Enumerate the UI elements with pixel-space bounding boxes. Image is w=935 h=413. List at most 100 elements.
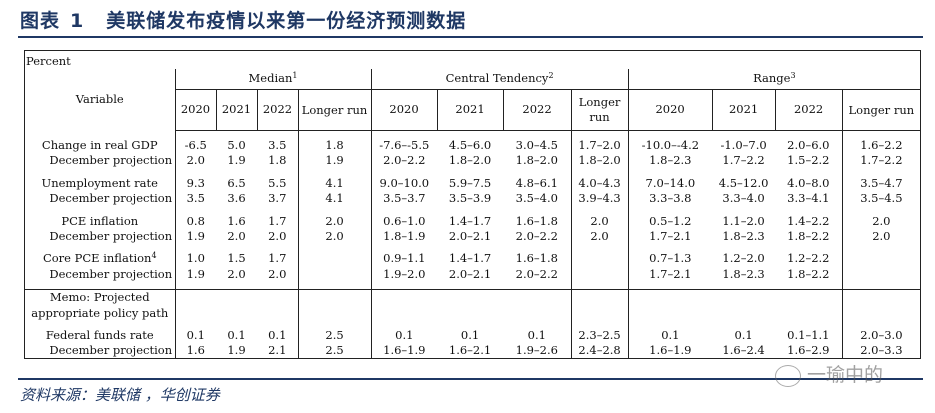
table-cell: 4.5–12.0 3.3–4.0	[718, 175, 769, 206]
year-header: 2021	[437, 89, 504, 131]
table-cell: 5.0 1.9	[227, 138, 246, 168]
year-header: 2020	[371, 89, 438, 131]
table-cell: 0.1–1.1 1.6–2.9	[775, 328, 843, 359]
table-cell: 0.1 2.1	[257, 328, 299, 359]
table-cell: 0.7–1.3 1.7–2.1	[649, 251, 692, 281]
table-cell: 1.4–1.7 2.0–2.1	[448, 213, 492, 244]
range-header: Range3	[628, 69, 921, 90]
source-rule	[18, 378, 923, 380]
table-cell: 5.9–7.5 3.5–3.9	[448, 175, 492, 206]
table-cell: 1.6–1.8 2.0–2.2	[503, 213, 572, 245]
table-cell: 0.1 1.6	[186, 328, 205, 358]
row-label: Change in real GDP December projection	[25, 138, 176, 169]
table-cell: 1.7 2.0	[257, 213, 299, 245]
table-cell: 2.0 2.0	[571, 213, 629, 245]
table-cell: 0.1 1.6–2.1	[448, 328, 492, 358]
year-header: Longer run	[842, 89, 921, 131]
table-cell: 4.1 4.1	[298, 175, 372, 207]
table-cell: 3.0–4.5 1.8–2.0	[503, 138, 572, 169]
table-row: Core PCE inflation4 December projection 1.…	[25, 251, 920, 283]
table-cell: 1.6 2.0	[227, 213, 246, 244]
table-cell: 0.9–1.1 1.9–2.0	[383, 251, 426, 281]
table-cell	[842, 251, 920, 282]
figure-title-text: 美联储发布疫情以来第一份经济预测数据	[106, 10, 467, 32]
table-cell: 1.7 2.0	[257, 251, 299, 283]
table-cell: 4.0–4.3 3.9–4.3	[571, 175, 629, 207]
table-cell: 9.0–10.0 3.5–3.7	[379, 175, 430, 206]
table-cell: 0.8 1.9	[186, 213, 205, 244]
table-cell: 2.3–2.5 2.4–2.8	[571, 328, 629, 359]
projections-table: Variable Median1 Central Tendency2 Range…	[25, 69, 921, 359]
table-row: Federal funds rate December projection 0.1…	[25, 328, 920, 359]
table-cell: 9.3 3.5	[186, 175, 205, 206]
table-cell: 1.8 1.9	[298, 138, 372, 169]
table-cell: 5.5 3.7	[257, 175, 299, 207]
table-cell: 1.4–1.7 2.0–2.1	[448, 251, 492, 281]
variable-header: Variable	[25, 69, 176, 131]
wechat-logo-icon	[775, 364, 801, 387]
year-header: 2020	[628, 89, 713, 131]
figure-title: 图表 1 美联储发布疫情以来第一份经济预测数据	[20, 6, 466, 33]
table-cell: 0.1 1.6–1.9	[383, 328, 426, 358]
table-row: Change in real GDP December projection -6.…	[25, 138, 920, 169]
table-cell: 0.1 1.6–2.4	[722, 328, 765, 358]
table-cell: 3.5–4.7 3.5–4.5	[860, 175, 903, 206]
table-cell: 3.5 1.8	[257, 138, 299, 169]
figure-number: 1	[70, 10, 85, 32]
memo-label: Memo: Projected appropriate policy path	[25, 289, 176, 322]
table-cell: 2.0 2.0	[872, 213, 891, 244]
year-header: 2021	[216, 89, 258, 131]
table-cell: 2.0–3.0 2.0–3.3	[860, 328, 903, 358]
year-header-row: 2020 2021 2022 Longer run 2020 2021 2022 Longer…	[25, 89, 921, 131]
central-tendency-header: Central Tendency2	[371, 69, 629, 90]
year-header: 2021	[712, 89, 776, 131]
unit-label: Percent	[26, 54, 71, 68]
source-note: 资料来源：美联储 ，华创证券	[20, 386, 220, 404]
year-header: 2020	[175, 89, 217, 131]
memo-row: Memo: Projected appropriate policy path	[25, 289, 921, 322]
table-cell: 0.5–1.2 1.7–2.1	[649, 213, 692, 244]
table-cell: -7.6–-5.5 2.0–2.2	[379, 138, 430, 168]
table-body: Change in real GDP December projection -6.…	[25, 130, 921, 359]
table-cell: 2.0 2.0	[298, 213, 372, 245]
median-header: Median1	[175, 69, 372, 90]
row-label: Federal funds rate December projection	[25, 328, 176, 359]
row-label: Unemployment rate December projection	[25, 175, 176, 207]
table-cell	[298, 251, 372, 283]
table-cell: 0.6–1.0 1.8–1.9	[383, 213, 426, 244]
table-cell: 6.5 3.6	[227, 175, 246, 206]
figure-label: 图表	[20, 10, 61, 32]
table-cell: 4.8–6.1 3.5–4.0	[503, 175, 572, 207]
table-cell: 4.0–8.0 3.3–4.1	[775, 175, 843, 207]
table-cell: 1.2–2.2 1.8–2.2	[775, 251, 843, 283]
row-label: Core PCE inflation4 December projection	[25, 251, 176, 283]
table-cell: 1.6–2.2 1.7–2.2	[860, 138, 903, 168]
table-cell: 2.0–6.0 1.5–2.2	[775, 138, 843, 169]
table-frame	[24, 50, 921, 359]
table-cell: 0.1 1.6–1.9	[649, 328, 692, 358]
year-header: 2022	[775, 89, 843, 131]
table-cell: -1.0–7.0 1.7–2.2	[720, 138, 767, 168]
table-cell: -10.0–-4.2 1.8–2.3	[641, 138, 700, 168]
table-cell: 1.0 1.9	[186, 251, 205, 281]
year-header: 2022	[503, 89, 572, 131]
table-cell: -6.5 2.0	[184, 138, 207, 168]
table-cell: 2.5 2.5	[298, 328, 372, 359]
table-cell: 1.1–2.0 1.8–2.3	[722, 213, 765, 244]
table-cell	[571, 251, 629, 283]
year-header: Longer run	[298, 89, 372, 131]
table-row: Unemployment rate December projection 9.3 3…	[25, 175, 920, 207]
table-cell: 4.5–6.0 1.8–2.0	[448, 138, 492, 168]
title-rule	[18, 36, 923, 38]
table-cell: 7.0–14.0 3.3–3.8	[645, 175, 696, 206]
table-cell: 1.4–2.2 1.8–2.2	[775, 213, 843, 245]
table-cell: 1.6–1.8 2.0–2.2	[503, 251, 572, 283]
row-label: PCE inflation December projection	[25, 213, 176, 245]
table-cell: 0.1 1.9	[227, 328, 246, 358]
year-header: Longer run	[571, 89, 629, 131]
table-cell: 1.7–2.0 1.8–2.0	[571, 138, 629, 169]
table-cell: 1.5 2.0	[227, 251, 246, 281]
watermark: 一瑜中的	[775, 360, 915, 387]
year-header: 2022	[257, 89, 299, 131]
table-cell: 1.2–2.0 1.8–2.3	[722, 251, 765, 281]
